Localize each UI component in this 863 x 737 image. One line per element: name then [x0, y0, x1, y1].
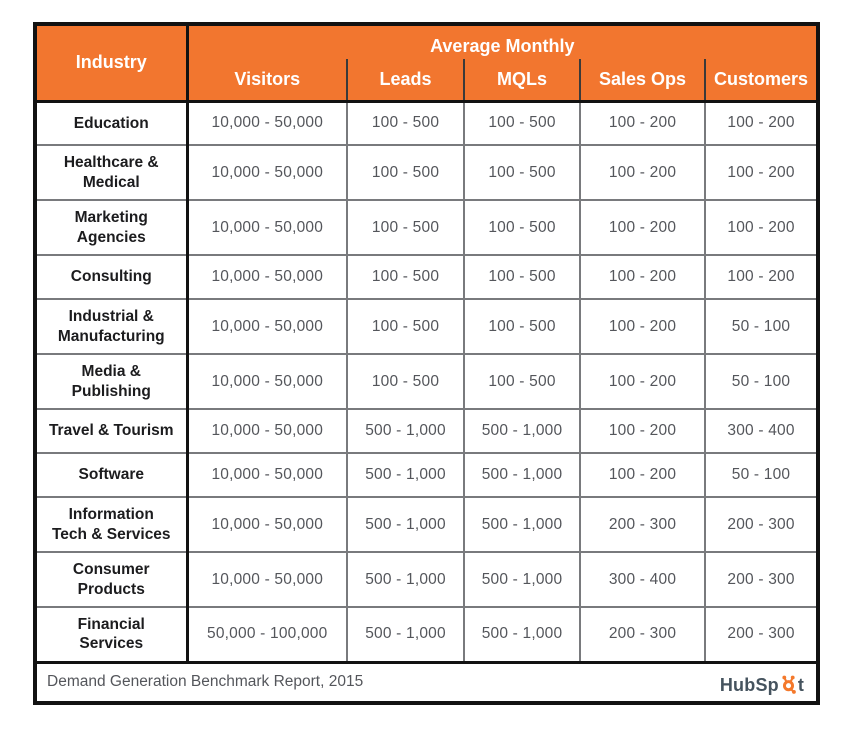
value-cell: 200 - 300 [703, 606, 820, 663]
value-cell: 500 - 1,000 [346, 606, 465, 663]
value-cell: 300 - 400 [703, 408, 820, 454]
value-cell: 500 - 1,000 [346, 551, 465, 608]
value-cell: 100 - 500 [346, 199, 465, 256]
value-cell: 100 - 200 [703, 199, 820, 256]
value-cell: 100 - 500 [346, 298, 465, 355]
benchmark-table-container: Industry Average Monthly Visitors Leads MQ… [33, 22, 821, 705]
value-cell: 100 - 200 [579, 452, 706, 498]
value-cell: 10,000 - 50,000 [186, 199, 348, 256]
value-cell: 100 - 200 [579, 353, 706, 410]
value-cell: 500 - 1,000 [463, 452, 581, 498]
value-cell: 500 - 1,000 [346, 408, 465, 454]
industry-cell: Financial Services [35, 606, 189, 663]
industry-cell: Media & Publishing [35, 353, 189, 410]
column-header-leads: Leads [346, 59, 464, 103]
value-cell: 10,000 - 50,000 [186, 353, 348, 410]
value-cell: 100 - 200 [703, 144, 820, 201]
table-row: Healthcare & Medical 10,000 - 50,000 100 - … [35, 144, 820, 201]
value-cell: 10,000 - 50,000 [186, 452, 348, 498]
value-cell: 10,000 - 50,000 [186, 254, 348, 300]
average-monthly-group-header: Average Monthly [187, 24, 819, 59]
industry-cell: Healthcare & Medical [35, 144, 189, 201]
value-cell: 200 - 300 [579, 496, 706, 553]
column-header-visitors: Visitors [187, 59, 347, 103]
value-cell: 50 - 100 [703, 298, 820, 355]
value-cell: 100 - 500 [346, 353, 465, 410]
table-header: Industry Average Monthly Visitors Leads MQ… [35, 24, 819, 103]
value-cell: 100 - 200 [579, 199, 706, 256]
table-row: Financial Services 50,000 - 100,000 500 - 1… [35, 606, 820, 663]
column-header-customers: Customers [703, 59, 819, 103]
value-cell: 200 - 300 [579, 606, 706, 663]
value-cell: 10,000 - 50,000 [186, 408, 348, 454]
table-row: Information Tech & Services 10,000 - 50,00… [35, 496, 820, 553]
value-cell: 500 - 1,000 [463, 408, 581, 454]
value-cell: 100 - 500 [346, 100, 465, 146]
value-cell: 300 - 400 [579, 551, 706, 608]
value-cell: 10,000 - 50,000 [186, 551, 348, 608]
value-cell: 500 - 1,000 [463, 496, 581, 553]
table-row: Education 10,000 - 50,000 100 - 500 100 - 5… [35, 100, 820, 146]
value-cell: 100 - 200 [579, 144, 706, 201]
value-cell: 500 - 1,000 [346, 452, 465, 498]
industry-cell: Information Tech & Services [35, 496, 189, 553]
table-row: Travel & Tourism 10,000 - 50,000 500 - 1,0… [35, 408, 820, 454]
value-cell: 100 - 500 [463, 199, 581, 256]
table-row: Software 10,000 - 50,000 500 - 1,000 500 - … [35, 452, 820, 498]
value-cell: 100 - 500 [463, 298, 581, 355]
table-row: Industrial & Manufacturing 10,000 - 50,000… [35, 298, 820, 355]
value-cell: 100 - 500 [346, 254, 465, 300]
value-cell: 100 - 200 [703, 100, 820, 146]
value-cell: 50 - 100 [703, 452, 820, 498]
value-cell: 100 - 200 [579, 408, 706, 454]
value-cell: 10,000 - 50,000 [186, 144, 348, 201]
value-cell: 100 - 200 [579, 298, 706, 355]
table-row: Marketing Agencies 10,000 - 50,000 100 - 50… [35, 199, 820, 256]
value-cell: 200 - 300 [703, 496, 820, 553]
table-row: Media & Publishing 10,000 - 50,000 100 - 50… [35, 353, 820, 410]
value-cell: 10,000 - 50,000 [186, 496, 348, 553]
value-cell: 10,000 - 50,000 [186, 100, 348, 146]
table-row: Consumer Products 10,000 - 50,000 500 - 1,0… [35, 551, 820, 608]
hubspot-sprocket-icon [782, 675, 796, 694]
column-header-mqls: MQLs [463, 59, 580, 103]
value-cell: 100 - 200 [579, 254, 706, 300]
industry-cell: Travel & Tourism [35, 408, 189, 454]
report-caption: Demand Generation Benchmark Report, 2015 [47, 673, 364, 690]
industry-column-header: Industry [35, 24, 189, 103]
column-header-sales-ops: Sales Ops [579, 59, 705, 103]
table-body: Education 10,000 - 50,000 100 - 500 100 - 5… [35, 100, 820, 663]
benchmark-table: Industry Average Monthly Visitors Leads MQ… [33, 22, 821, 705]
industry-cell: Industrial & Manufacturing [35, 298, 189, 355]
value-cell: 100 - 200 [579, 100, 706, 146]
hubspot-logo-text-post: t [797, 675, 805, 695]
value-cell: 100 - 500 [463, 353, 581, 410]
value-cell: 100 - 500 [463, 144, 581, 201]
table-footer: Demand Generation Benchmark Report, 2015… [35, 660, 819, 703]
industry-cell: Marketing Agencies [35, 199, 189, 256]
value-cell: 500 - 1,000 [346, 496, 465, 553]
industry-cell: Consulting [35, 254, 189, 300]
value-cell: 100 - 500 [463, 254, 581, 300]
value-cell: 100 - 200 [703, 254, 820, 300]
hubspot-logo: HubSp [720, 668, 804, 696]
table-row: Consulting 10,000 - 50,000 100 - 500 100 - … [35, 254, 820, 300]
industry-cell: Education [35, 100, 189, 146]
value-cell: 100 - 500 [463, 100, 581, 146]
industry-cell: Software [35, 452, 189, 498]
industry-cell: Consumer Products [35, 551, 189, 608]
value-cell: 200 - 300 [703, 551, 820, 608]
value-cell: 500 - 1,000 [463, 606, 581, 663]
value-cell: 500 - 1,000 [463, 551, 581, 608]
value-cell: 50,000 - 100,000 [186, 606, 348, 663]
value-cell: 10,000 - 50,000 [186, 298, 348, 355]
value-cell: 100 - 500 [346, 144, 465, 201]
hubspot-logo-text-pre: HubSp [719, 675, 779, 695]
value-cell: 50 - 100 [703, 353, 820, 410]
